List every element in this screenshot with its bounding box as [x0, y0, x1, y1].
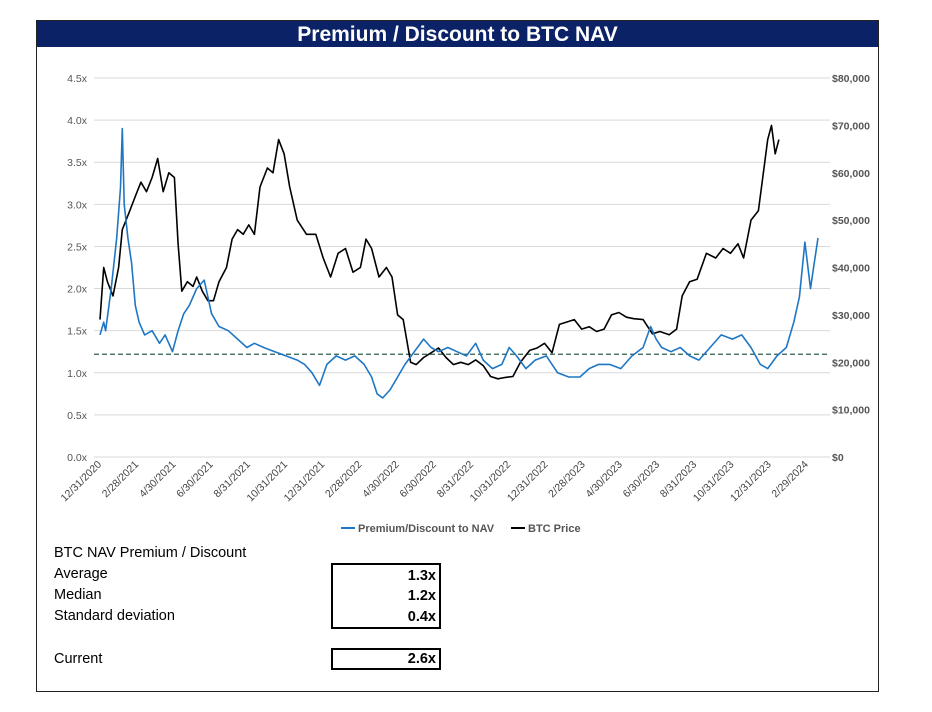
left-tick-label: 0.5x	[67, 410, 88, 422]
chart-title: Premium / Discount to BTC NAV	[37, 21, 878, 47]
x-tick-label: 2/28/2022	[323, 459, 365, 501]
stat-label-stddev: Standard deviation	[54, 608, 175, 624]
x-tick-label: 12/31/2022	[505, 459, 551, 505]
right-tick-label: $80,000	[832, 73, 870, 85]
right-tick-label: $30,000	[832, 310, 870, 322]
chart-frame	[36, 20, 879, 692]
btc-price-series-line	[99, 124, 780, 380]
x-axis-ticks: 12/31/20202/28/20214/30/20216/30/20218/3…	[58, 459, 811, 505]
legend-label-btc: BTC Price	[528, 523, 581, 535]
left-axis-ticks: 0.0x 0.5x 1.0x 1.5x 2.0x 2.5x 3.0x 3.5x 4.0x 4.5x	[67, 73, 88, 464]
stats-value-box: 1.3x 1.2x 0.4x	[331, 563, 441, 629]
x-tick-label: 6/30/2023	[621, 459, 663, 501]
x-tick-label: 4/30/2022	[360, 459, 402, 501]
x-tick-label: 12/31/2020	[58, 459, 104, 505]
left-tick-label: 1.5x	[67, 326, 88, 338]
series-layer	[94, 124, 830, 399]
left-tick-label: 2.5x	[67, 241, 88, 253]
stat-value-stddev: 0.4x	[407, 609, 436, 625]
stat-value-current: 2.6x	[331, 648, 441, 670]
right-tick-label: $70,000	[832, 120, 870, 132]
stat-label-current: Current	[54, 651, 103, 667]
right-tick-label: $40,000	[832, 263, 870, 275]
left-tick-label: 4.5x	[67, 73, 88, 85]
gridlines	[94, 77, 830, 458]
x-tick-label: 12/31/2023	[728, 459, 774, 505]
legend: Premium/Discount to NAV BTC Price	[341, 523, 581, 535]
x-tick-label: 2/28/2023	[546, 459, 588, 501]
x-tick-label: 2/29/2024	[769, 459, 811, 501]
x-tick-label: 2/28/2021	[100, 459, 142, 501]
stat-value-average: 1.3x	[407, 568, 436, 584]
right-tick-label: $50,000	[832, 215, 870, 227]
stat-label-median: Median	[54, 587, 102, 603]
stat-label-average: Average	[54, 566, 108, 582]
legend-label-premium: Premium/Discount to NAV	[358, 523, 495, 535]
premium-series-line	[99, 127, 819, 399]
x-tick-label: 4/30/2021	[137, 459, 179, 501]
stats-heading: BTC NAV Premium / Discount	[54, 545, 247, 561]
left-tick-label: 3.5x	[67, 157, 88, 169]
left-tick-label: 2.0x	[67, 284, 88, 296]
right-tick-label: $60,000	[832, 168, 870, 180]
stat-value-median: 1.2x	[407, 588, 436, 604]
x-tick-label: 12/31/2021	[282, 459, 328, 505]
right-tick-label: $10,000	[832, 405, 870, 417]
x-tick-label: 6/30/2022	[397, 459, 439, 501]
left-tick-label: 4.0x	[67, 115, 88, 127]
right-tick-label: $20,000	[832, 357, 870, 369]
left-tick-label: 3.0x	[67, 199, 88, 211]
right-tick-label: $0	[832, 452, 844, 464]
chart: 0.0x 0.5x 1.0x 1.5x 2.0x 2.5x 3.0x 3.5x 4.0x 4.5x…	[58, 73, 870, 535]
x-tick-label: 6/30/2021	[174, 459, 216, 501]
right-axis-ticks: $0 $10,000 $20,000 $30,000 $40,000 $50,000 $60…	[832, 73, 870, 464]
left-tick-label: 0.0x	[67, 452, 88, 464]
x-tick-label: 4/30/2023	[583, 459, 625, 501]
left-tick-label: 1.0x	[67, 368, 88, 380]
